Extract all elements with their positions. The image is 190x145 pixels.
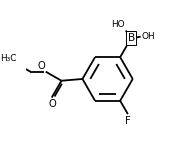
Text: F: F	[125, 116, 131, 126]
Text: HO: HO	[111, 20, 125, 29]
Text: H₃C: H₃C	[0, 54, 16, 63]
Text: OH: OH	[141, 31, 155, 41]
Text: O: O	[48, 99, 56, 109]
Text: O: O	[37, 61, 45, 71]
Text: B: B	[128, 33, 135, 43]
